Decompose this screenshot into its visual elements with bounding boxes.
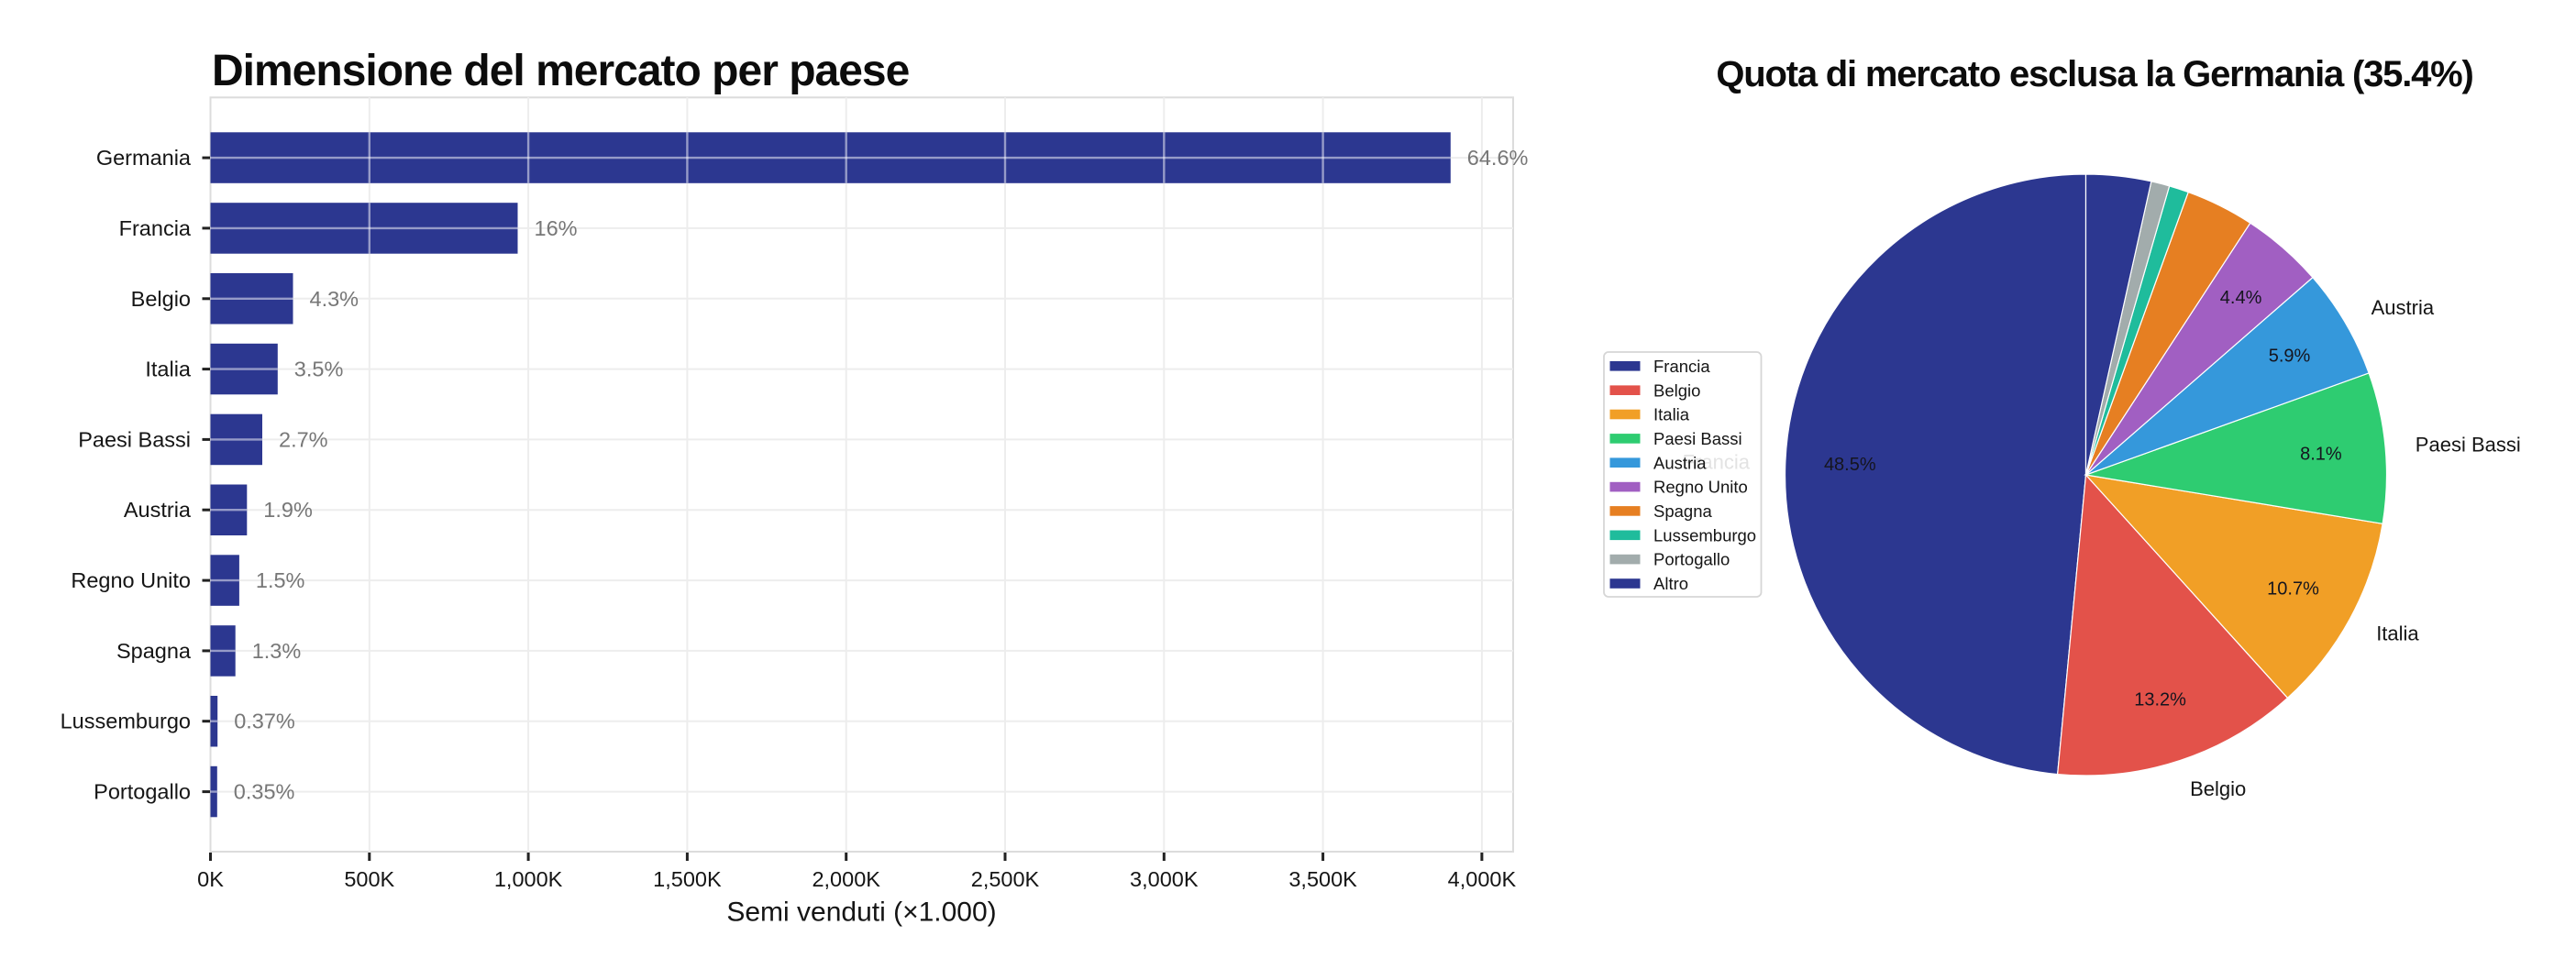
- svg-text:Austria: Austria: [2371, 296, 2435, 319]
- svg-text:Belgio: Belgio: [2190, 777, 2246, 800]
- svg-text:10.7%: 10.7%: [2267, 578, 2319, 599]
- svg-text:0.35%: 0.35%: [234, 780, 295, 804]
- svg-text:Italia: Italia: [1653, 405, 1690, 424]
- svg-text:2,000K: 2,000K: [812, 867, 880, 891]
- svg-text:3,000K: 3,000K: [1130, 867, 1199, 891]
- svg-text:4,000K: 4,000K: [1448, 867, 1517, 891]
- svg-text:1,500K: 1,500K: [653, 867, 722, 891]
- svg-text:Belgio: Belgio: [1653, 380, 1700, 400]
- svg-text:Paesi Bassi: Paesi Bassi: [1653, 429, 1742, 448]
- svg-text:3.5%: 3.5%: [294, 358, 344, 381]
- svg-text:Quota di mercato esclusa la Ge: Quota di mercato esclusa la Germania (35…: [1716, 54, 2472, 94]
- svg-text:1.9%: 1.9%: [263, 498, 313, 522]
- svg-text:Semi venduti (×1.000): Semi venduti (×1.000): [726, 897, 996, 928]
- svg-text:8.1%: 8.1%: [2300, 445, 2342, 465]
- svg-text:4.4%: 4.4%: [2220, 288, 2262, 308]
- svg-text:Italia: Italia: [145, 358, 192, 381]
- svg-text:Paesi Bassi: Paesi Bassi: [78, 427, 191, 451]
- svg-text:4.3%: 4.3%: [310, 287, 359, 311]
- svg-text:Lussemburgo: Lussemburgo: [1653, 525, 1756, 545]
- svg-text:Spagna: Spagna: [116, 639, 192, 663]
- svg-text:2.7%: 2.7%: [279, 427, 328, 451]
- svg-text:500K: 500K: [344, 867, 394, 891]
- svg-text:Germania: Germania: [96, 146, 192, 170]
- svg-text:Portogallo: Portogallo: [1653, 550, 1730, 569]
- svg-text:64.6%: 64.6%: [1467, 146, 1529, 170]
- svg-text:1.3%: 1.3%: [252, 639, 302, 663]
- svg-text:3,500K: 3,500K: [1288, 867, 1357, 891]
- svg-text:Italia: Italia: [2376, 622, 2419, 644]
- svg-text:0.37%: 0.37%: [234, 710, 295, 733]
- svg-text:Lussemburgo: Lussemburgo: [61, 710, 191, 733]
- svg-text:Paesi Bassi: Paesi Bassi: [2416, 434, 2521, 457]
- svg-text:Regno Unito: Regno Unito: [1653, 478, 1748, 497]
- svg-text:13.2%: 13.2%: [2134, 689, 2186, 710]
- svg-text:16%: 16%: [535, 216, 578, 240]
- svg-text:Spagna: Spagna: [1653, 501, 1712, 521]
- svg-text:0K: 0K: [197, 867, 224, 891]
- svg-text:Dimensione del mercato per pae: Dimensione del mercato per paese: [212, 47, 910, 95]
- svg-text:2,500K: 2,500K: [971, 867, 1040, 891]
- svg-text:Francia: Francia: [119, 216, 192, 240]
- svg-text:1.5%: 1.5%: [256, 568, 305, 592]
- svg-text:1,000K: 1,000K: [494, 867, 563, 891]
- svg-text:Regno Unito: Regno Unito: [71, 568, 191, 592]
- svg-text:Portogallo: Portogallo: [94, 780, 191, 804]
- svg-text:5.9%: 5.9%: [2269, 347, 2311, 367]
- svg-text:Belgio: Belgio: [131, 287, 191, 311]
- svg-text:Austria: Austria: [124, 498, 192, 522]
- svg-text:Francia: Francia: [1683, 451, 1751, 474]
- svg-text:Francia: Francia: [1653, 357, 1710, 376]
- svg-text:Altro: Altro: [1653, 574, 1688, 593]
- svg-text:Austria: Austria: [1653, 453, 1707, 472]
- svg-text:48.5%: 48.5%: [1824, 455, 1876, 475]
